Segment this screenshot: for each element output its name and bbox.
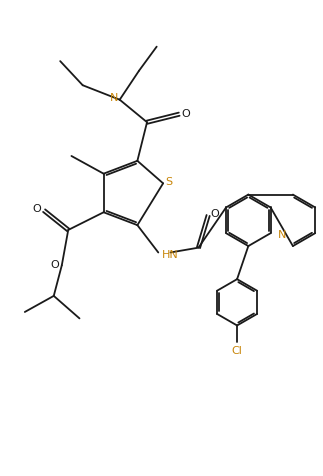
Text: N: N bbox=[278, 230, 286, 240]
Text: N: N bbox=[110, 93, 118, 103]
Text: O: O bbox=[211, 209, 220, 219]
Text: O: O bbox=[33, 204, 41, 214]
Text: O: O bbox=[181, 109, 190, 119]
Text: Cl: Cl bbox=[232, 346, 243, 356]
Text: S: S bbox=[165, 177, 172, 187]
Text: O: O bbox=[50, 260, 59, 270]
Text: HN: HN bbox=[162, 250, 178, 260]
